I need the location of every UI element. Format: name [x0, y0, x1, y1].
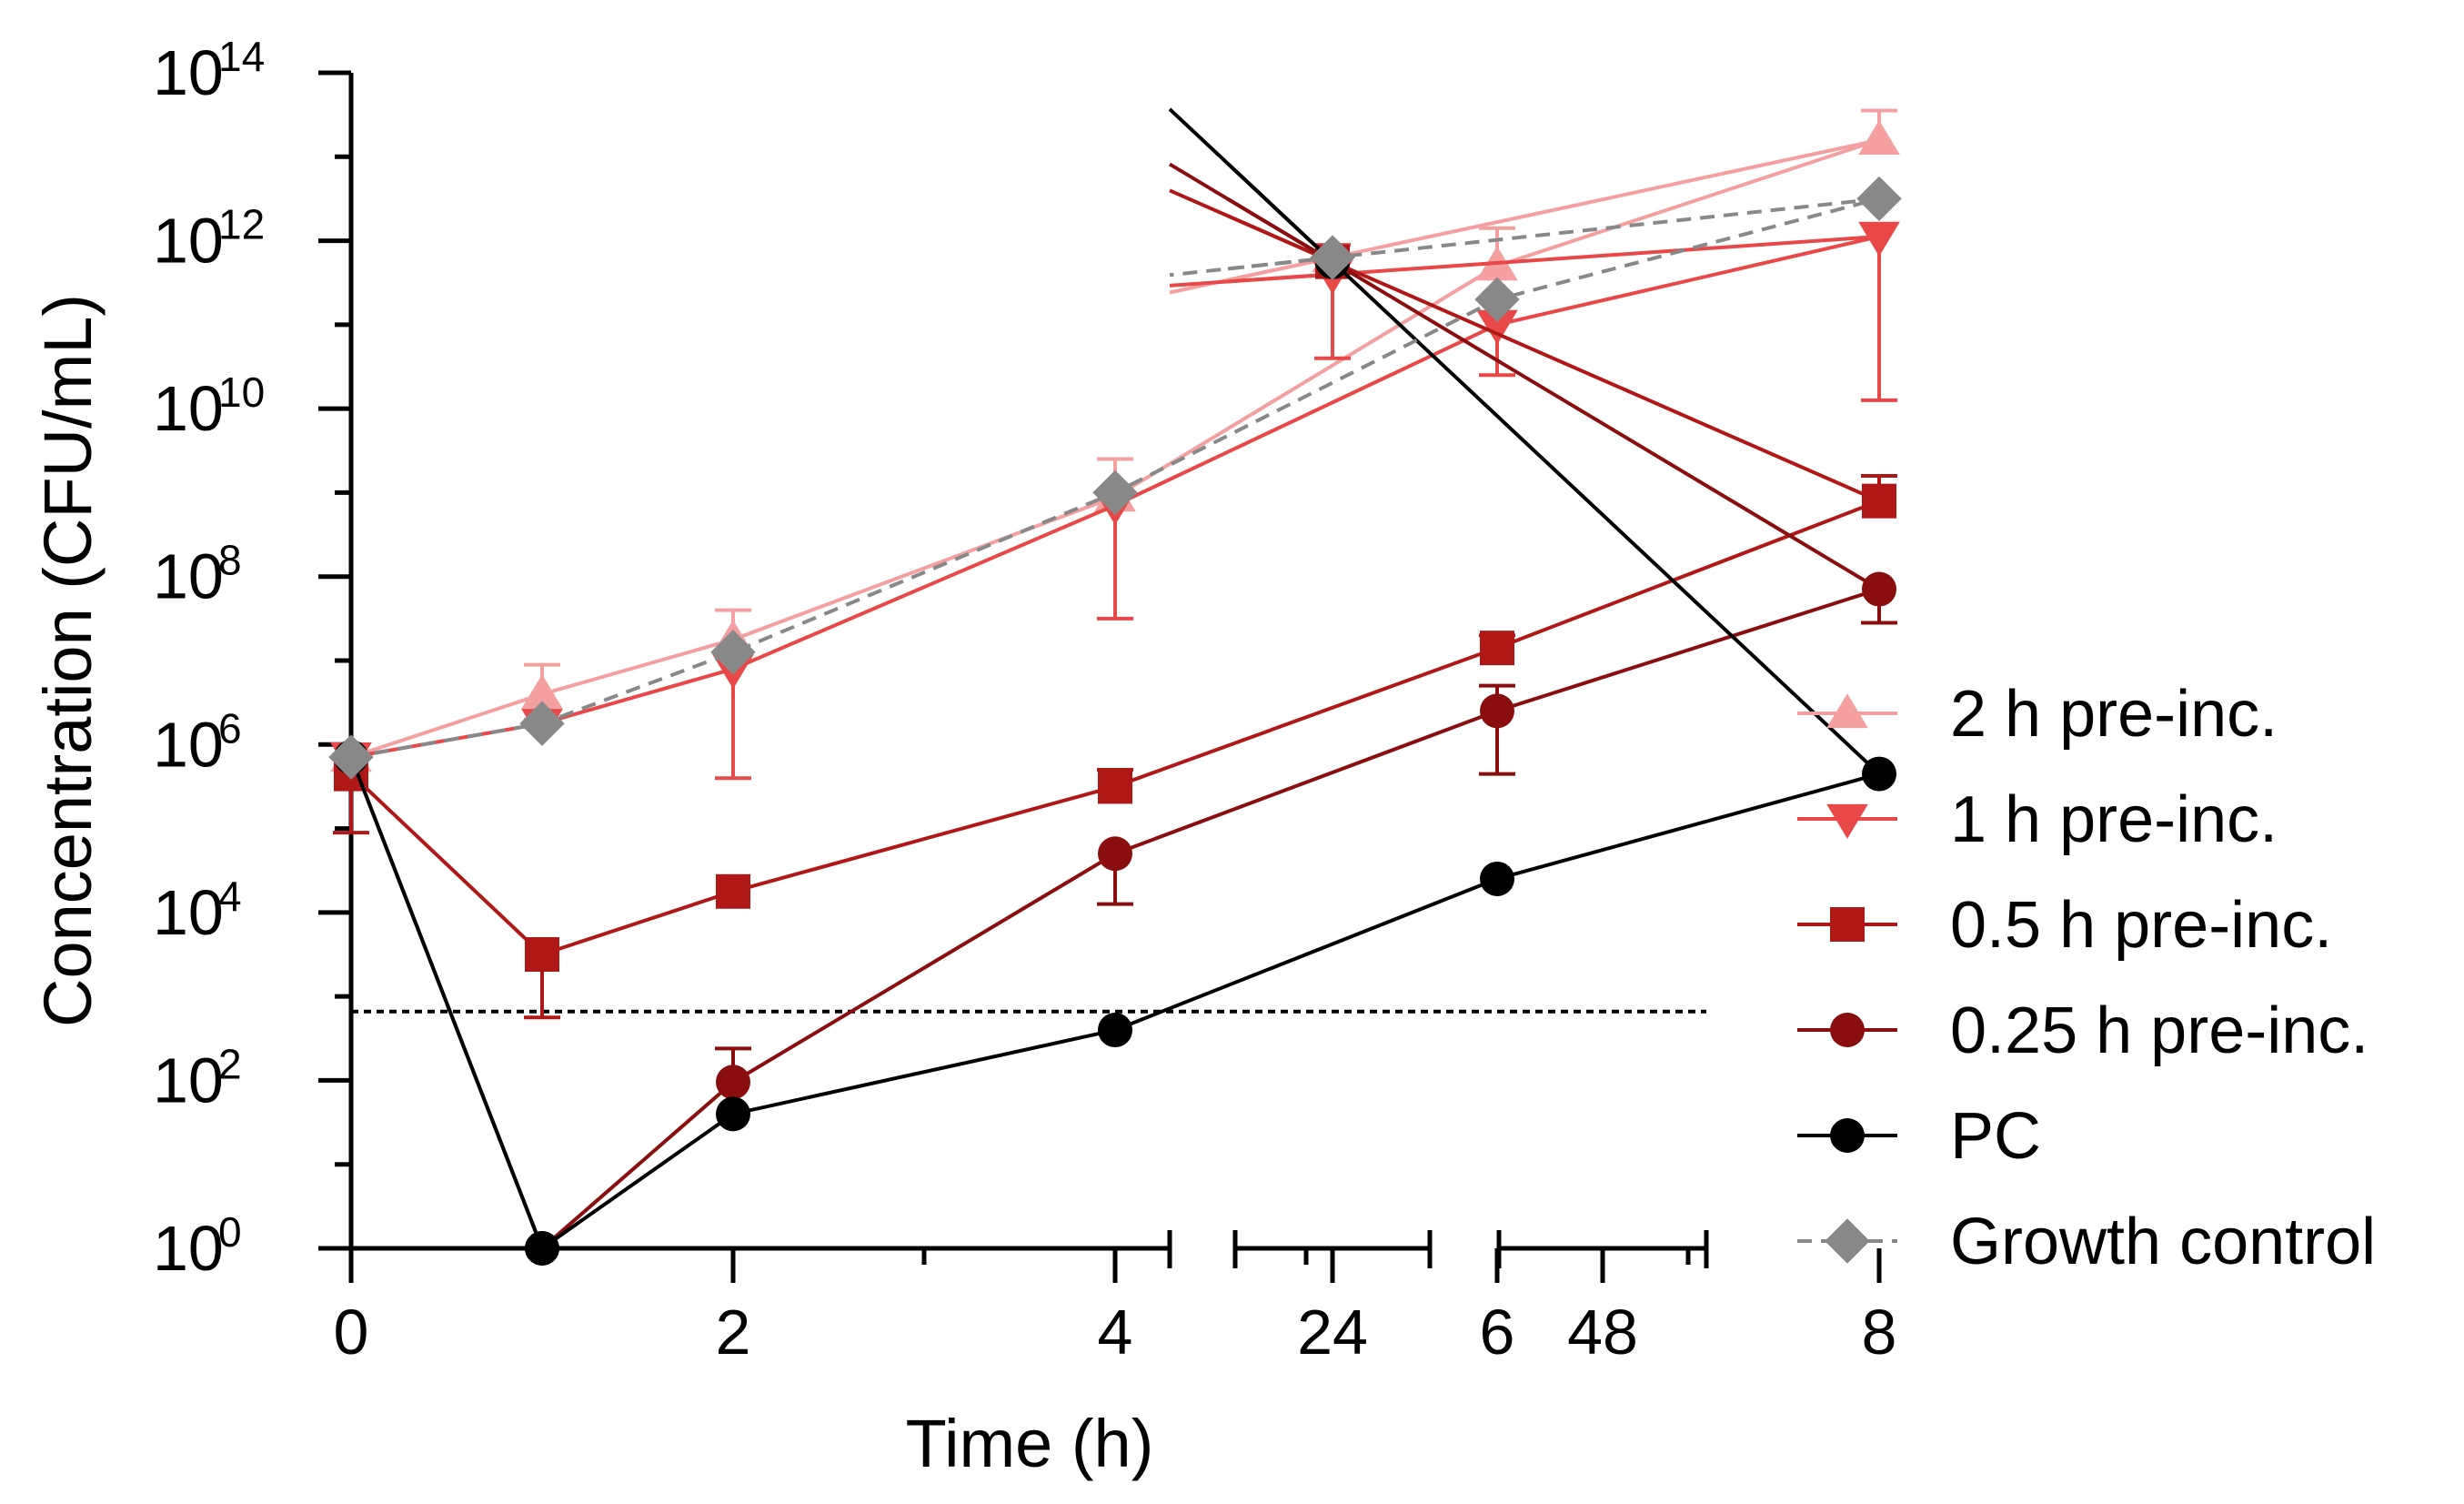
data-point: [1098, 836, 1132, 872]
y-tick-label: 10: [153, 709, 224, 780]
data-point: [716, 1065, 750, 1100]
y-tick-exponent: 10: [218, 368, 265, 416]
series-line: [350, 197, 1880, 760]
legend-label: Growth control: [1950, 1206, 2376, 1278]
legend-marker: [1830, 1013, 1865, 1047]
data-point: [710, 630, 756, 675]
legend-item: 0.5 h pre-inc.: [1797, 889, 2332, 962]
x-tick-label: 2: [716, 1297, 751, 1368]
series-line: [350, 235, 1880, 760]
series-2-h-pre-inc: [330, 108, 1900, 772]
data-point: [1476, 309, 1518, 345]
series-0-25-h-pre-inc: [334, 162, 1897, 1266]
y-tick-label: 10: [153, 37, 224, 108]
y-tick-exponent: 8: [218, 537, 242, 584]
legend-marker: [1826, 693, 1868, 729]
y-tick-exponent: 12: [218, 201, 265, 248]
series-layer: [328, 107, 1902, 1266]
legend-item: 2 h pre-inc.: [1797, 678, 2278, 751]
data-point: [1480, 861, 1514, 896]
series-line: [349, 756, 1880, 1252]
y-axis-title: Concentration (CFU/mL): [30, 294, 106, 1027]
data-point: [716, 1096, 750, 1132]
series-line: [349, 587, 1880, 1252]
legend-marker: [1826, 803, 1868, 839]
data-point: [1856, 176, 1902, 222]
data-point: [1862, 483, 1896, 519]
series-line-break-end: [1226, 197, 1334, 264]
series-line: [350, 137, 1880, 760]
y-tick-exponent: 14: [218, 33, 265, 80]
data-point: [1480, 631, 1514, 666]
series-line: [349, 499, 1880, 957]
y-tick-label: 10: [153, 1213, 224, 1284]
y-tick-exponent: 0: [218, 1208, 242, 1256]
data-point: [521, 674, 563, 710]
legend-label: 2 h pre-inc.: [1950, 678, 2278, 751]
axes: 100102104106108101010121014Concentration…: [30, 33, 1896, 1481]
legend-label: PC: [1950, 1100, 2041, 1173]
y-tick-exponent: 4: [218, 873, 242, 920]
series-line-break-end: [1227, 256, 1333, 271]
data-point: [525, 937, 559, 972]
data-point: [1474, 277, 1520, 322]
data-point: [519, 701, 565, 746]
legend-item: Growth control: [1797, 1206, 2376, 1278]
x-tick-label: 24: [1297, 1297, 1368, 1368]
x-tick-label: 0: [334, 1297, 369, 1368]
series-line-break-end: [1227, 272, 1333, 284]
legend-label: 0.25 h pre-inc.: [1950, 994, 2368, 1067]
data-point: [525, 1231, 559, 1266]
y-tick-label: 10: [153, 877, 224, 948]
x-tick-label: 8: [1862, 1297, 1897, 1368]
data-point: [1862, 571, 1896, 607]
series-line-break-end: [1226, 162, 1334, 264]
legend-item: 0.25 h pre-inc.: [1797, 994, 2368, 1067]
data-point: [1098, 1013, 1132, 1048]
legend-label: 0.5 h pre-inc.: [1950, 889, 2332, 962]
y-tick-exponent: 6: [218, 704, 242, 752]
x-tick-label: 6: [1480, 1297, 1515, 1368]
series-growth-control: [328, 176, 1902, 780]
legend: 2 h pre-inc. 1 h pre-inc. 0.5 h pre-inc. 0.…: [1797, 678, 2376, 1278]
data-point: [1092, 469, 1138, 516]
data-point: [1858, 221, 1900, 257]
series-pc: [334, 107, 1896, 1266]
y-tick-label: 10: [153, 541, 224, 612]
y-tick-label: 10: [153, 373, 224, 444]
y-tick-label: 10: [153, 206, 224, 277]
legend-marker: [1830, 907, 1865, 942]
data-point: [1862, 756, 1896, 792]
x-tick-label: 4: [1098, 1297, 1133, 1368]
data-point: [1858, 119, 1900, 155]
y-tick-exponent: 2: [218, 1040, 242, 1087]
y-tick-label: 10: [153, 1045, 224, 1115]
data-point: [716, 873, 750, 909]
legend-marker: [1825, 1218, 1870, 1264]
legend-marker: [1830, 1118, 1865, 1153]
x-tick-label: 48: [1567, 1297, 1638, 1368]
legend-label: 1 h pre-inc.: [1950, 783, 2278, 856]
legend-item: PC: [1797, 1100, 2041, 1173]
legend-item: 1 h pre-inc.: [1797, 783, 2278, 856]
data-point: [1098, 769, 1132, 804]
data-point: [1480, 693, 1514, 729]
data-point: [1310, 235, 1355, 280]
x-axis-title: Time (h): [906, 1406, 1154, 1481]
data-point: [328, 734, 374, 780]
